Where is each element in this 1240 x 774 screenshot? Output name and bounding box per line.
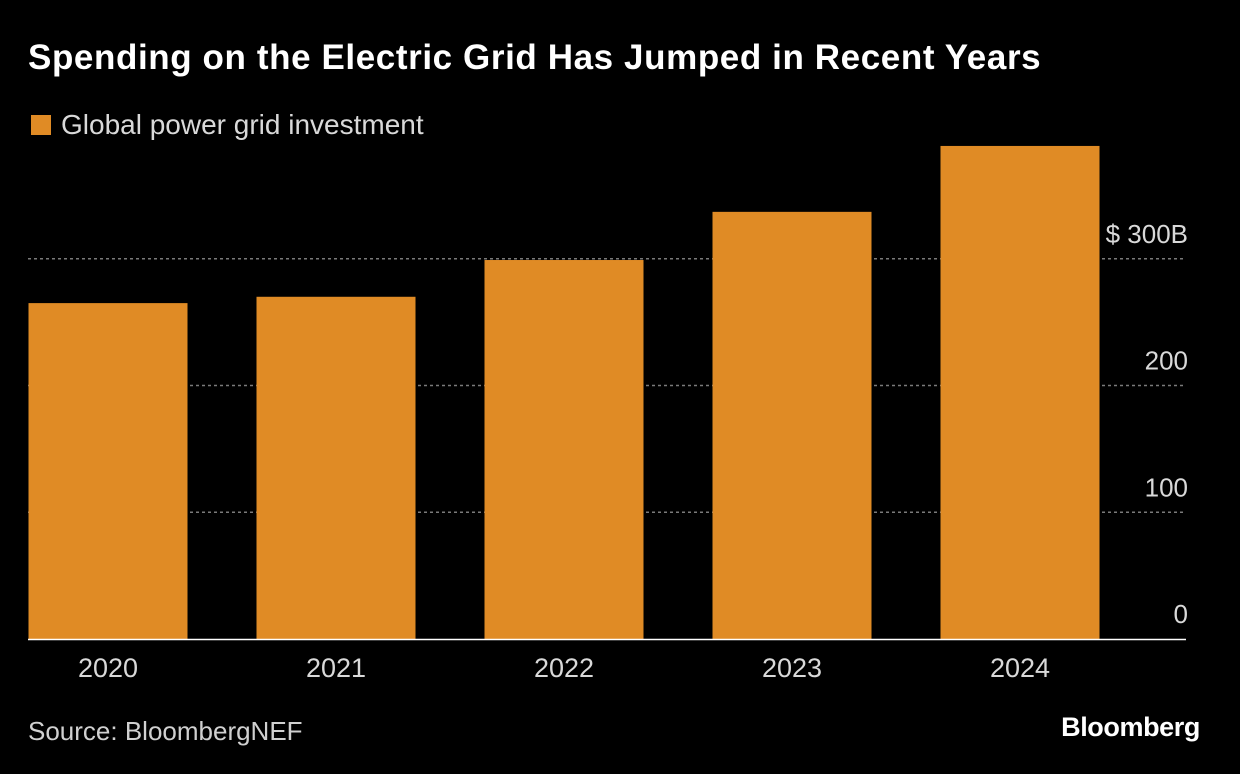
bloomberg-logo: Bloomberg	[1061, 712, 1200, 742]
legend-label: Global power grid investment	[61, 109, 424, 140]
y-tick-label: 0	[1174, 599, 1188, 629]
bar-2021	[256, 296, 416, 639]
legend-swatch	[31, 115, 51, 135]
source-note: Source: BloombergNEF	[28, 716, 303, 746]
bar-2023	[712, 211, 872, 640]
x-tick-label: 2023	[762, 653, 822, 683]
y-tick-label: $ 300B	[1106, 219, 1188, 249]
x-tick-label: 2020	[78, 653, 138, 683]
y-tick-label: 100	[1145, 472, 1188, 502]
chart-legend: Global power grid investment	[31, 108, 424, 142]
axes: 0 100 200 $ 300B 2020 2021 2022 2023 2024	[28, 219, 1188, 683]
x-tick-label: 2022	[534, 653, 594, 683]
bars	[28, 145, 1100, 640]
bar-2020	[28, 303, 188, 639]
bar-2022	[484, 260, 644, 639]
x-tick-label: 2021	[306, 653, 366, 683]
x-tick-label: 2024	[990, 653, 1050, 683]
bar-2024	[940, 145, 1100, 639]
y-tick-label: 200	[1145, 346, 1188, 376]
chart-title: Spending on the Electric Grid Has Jumped…	[28, 38, 1042, 77]
